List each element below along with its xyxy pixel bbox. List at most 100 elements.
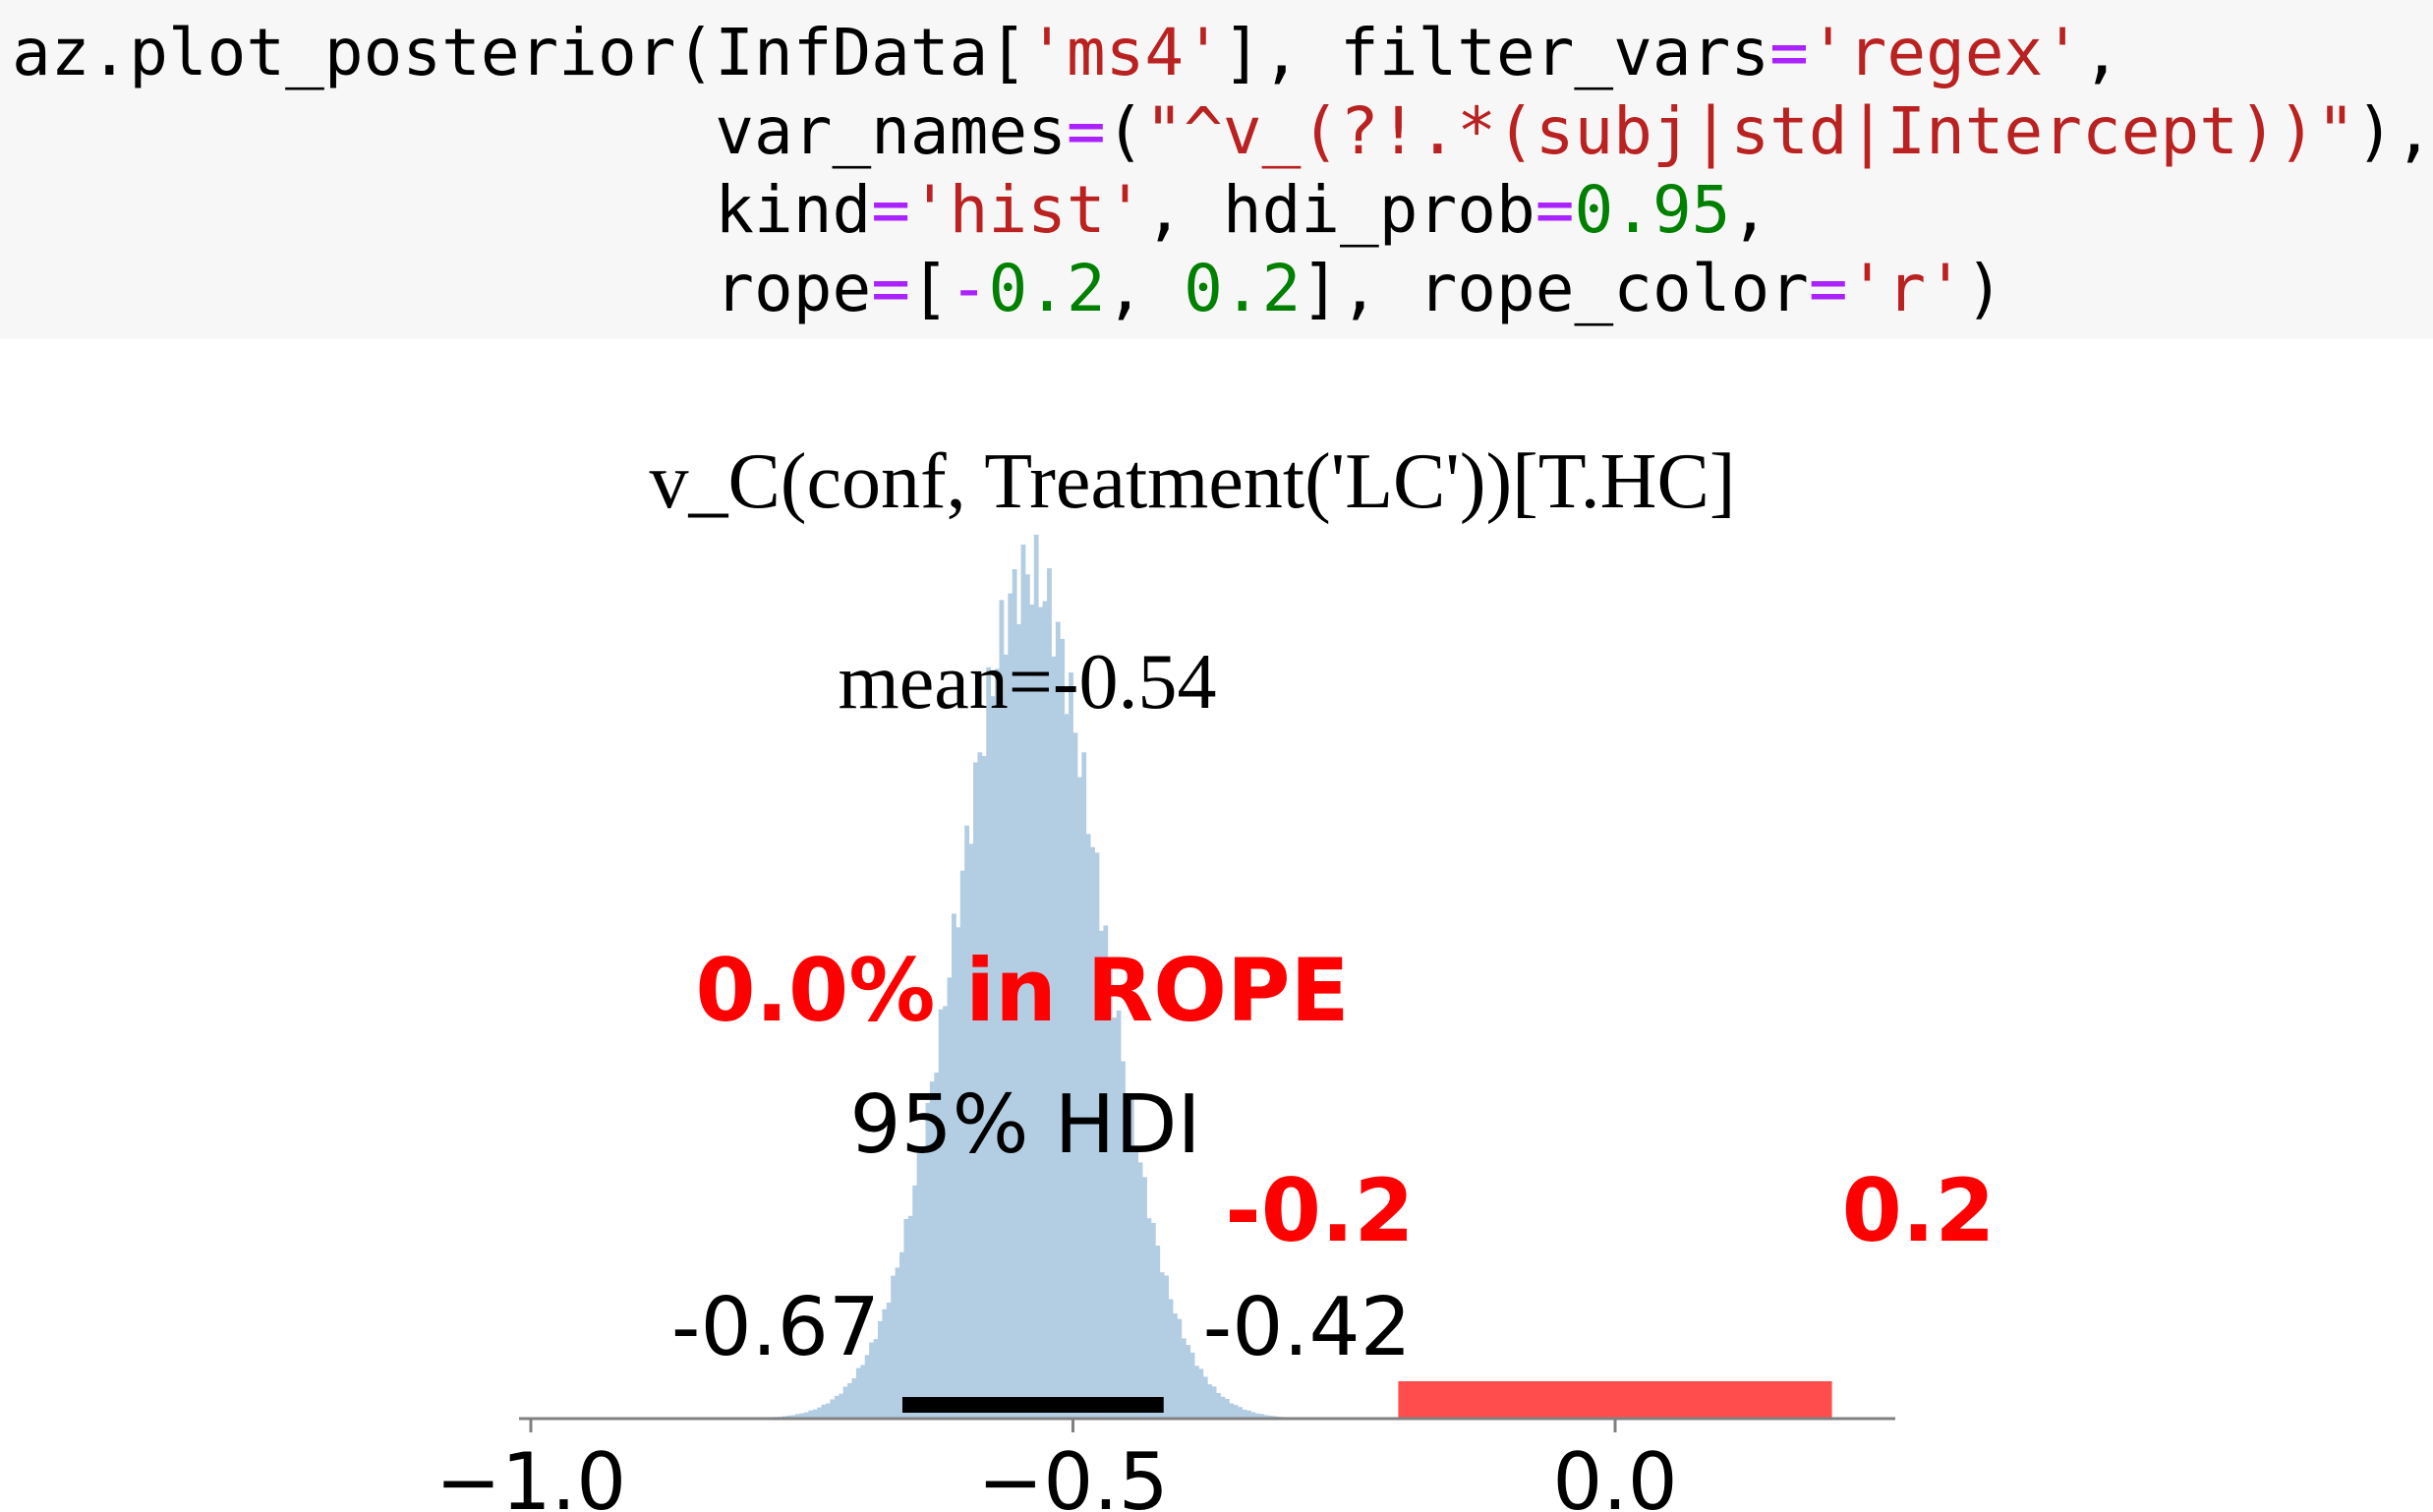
histogram-bar [990,696,996,1419]
histogram-bar [826,1403,831,1419]
histogram-bar [1137,1162,1143,1419]
histogram-bar [1254,1413,1260,1419]
histogram-bar [1238,1407,1243,1419]
histogram-bar [1194,1366,1199,1419]
code-token: = [871,251,910,326]
histogram-bar [995,669,1000,1419]
code-cell[interactable]: az.plot_posterior(InfData['ms4'], filter… [0,0,2433,339]
histogram-bar [821,1404,827,1419]
histogram-bar [1146,1218,1152,1419]
histogram-bar [839,1393,844,1419]
histogram-bar [1245,1410,1251,1419]
histogram-bar [1090,846,1095,1419]
histogram-bar [1042,601,1048,1419]
code-line-1: az.plot_posterior(InfData['ms4'], filter… [12,14,2121,92]
histogram-bar [1150,1222,1156,1419]
histogram-bar [847,1382,852,1419]
histogram-bar [1211,1386,1217,1419]
histogram-bar [895,1267,900,1419]
histogram-bar [830,1399,836,1419]
histogram-bar [959,870,965,1419]
histogram-bar [929,1081,935,1419]
code-token: , hdi_prob [1144,172,1535,248]
histogram-bar [1060,638,1066,1419]
histogram-bar [1121,1061,1126,1419]
histogram-bar [1029,605,1035,1419]
histogram-bar [799,1413,805,1419]
code-line-4: rope=[-0.2, 0.2], rope_color='r') [12,250,2004,328]
histogram-bar [882,1308,888,1419]
histogram-bar [986,667,992,1419]
histogram-bar [925,1102,931,1419]
histogram-bar [1224,1398,1230,1419]
histogram-bar [1116,1010,1122,1419]
code-token: ) [1964,251,2004,326]
histogram-bar [812,1409,818,1419]
histogram-bar [1216,1392,1221,1419]
histogram-bar [912,1185,918,1419]
histogram-bar [916,1153,922,1419]
code-token: rope [12,251,872,326]
chart-title: v_C(conf, Treatment('LC'))[T.HC] [650,438,1736,525]
histogram-bar [855,1367,861,1419]
histogram-bar [1051,656,1057,1419]
hdi-prob-label: 95% HDI [849,1078,1200,1172]
code-line-2: var_names=("^v_(?!.*(subj|std|Intercept)… [12,92,2433,171]
rope-bar [1398,1381,1832,1419]
histogram-bar [1008,593,1014,1419]
code-token: , [2082,15,2121,90]
rope-percent-label: 0.0% in ROPE [695,940,1349,1041]
histogram-bar [1198,1368,1204,1419]
histogram-bar [1107,960,1113,1419]
histogram-bar [903,1218,909,1419]
hdi-low-label: -0.67 [671,1281,880,1374]
hdi-high-label: -0.42 [1203,1281,1412,1374]
x-axis: −1.0 −0.5 0.0 [435,1417,1895,1512]
histogram-bar [834,1395,840,1419]
code-token: [ [909,251,950,326]
code-token: 'r' [1847,251,1965,326]
histogram-bar [1177,1318,1183,1419]
histogram-bar [938,1009,944,1419]
rope-low-label: -0.2 [1225,1160,1414,1261]
histogram-bar [1103,925,1109,1419]
histogram-bar [851,1378,857,1419]
histogram-bar [977,752,983,1419]
code-token: 0.95 [1574,172,1731,248]
histogram-bar [1020,544,1026,1419]
code-token: var_names [12,93,1067,169]
histogram-bar [1133,1148,1139,1419]
histogram-bar [795,1414,800,1419]
histogram-bar [981,756,987,1419]
histogram-bar [1229,1403,1235,1419]
histogram-bar [1189,1352,1195,1419]
histogram-bar [907,1215,913,1419]
histogram-bar [1081,752,1087,1419]
code-token: 'ms4' [1027,15,1223,90]
code-token: = [1066,93,1106,169]
histogram-bar [817,1407,823,1419]
histogram-bar [1047,568,1052,1419]
histogram-bar [1125,1094,1130,1419]
histogram-bar [790,1415,796,1419]
histogram-bar [1142,1177,1147,1419]
histogram-bar [1024,574,1030,1419]
histogram-bar [1069,672,1073,1419]
histogram-bar [1012,569,1017,1419]
code-token: - [949,251,989,326]
histogram-bar [1181,1338,1187,1419]
code-token: 'hist' [909,172,1145,248]
histogram-bar [934,1073,940,1419]
histogram-bar [1233,1405,1239,1419]
code-token: = [871,172,910,248]
histogram-bar [964,825,970,1419]
histogram-bar [1202,1376,1208,1419]
code-line-3: kind='hist', hdi_prob=0.95, [12,171,1769,250]
code-token: 0.2 [1184,251,1302,326]
histogram-bar [860,1365,866,1419]
histogram-bar [1207,1384,1213,1419]
histogram-bar [1003,654,1009,1419]
code-token: , [1105,251,1185,326]
code-token: "^v_(?!.*(subj|std|Intercept))" [1144,93,2356,169]
